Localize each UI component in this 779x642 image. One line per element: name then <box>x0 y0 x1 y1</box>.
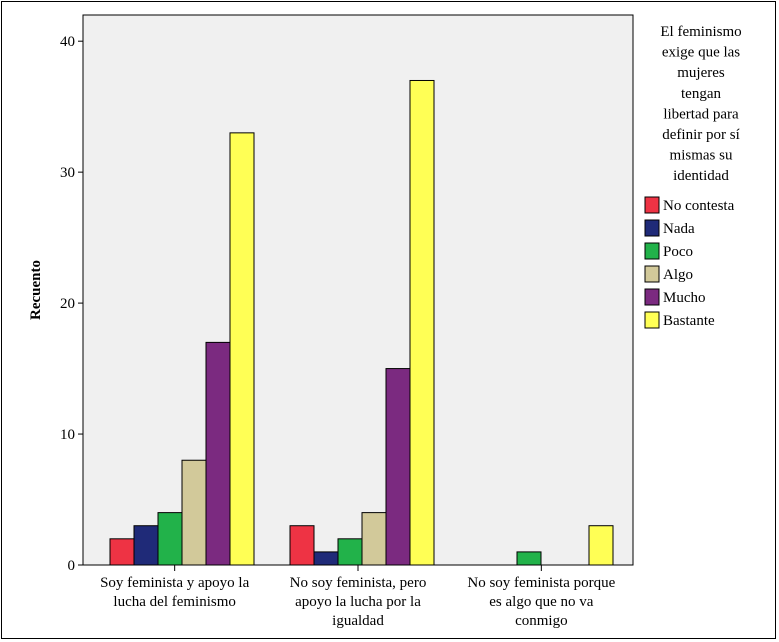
bar-bastante <box>409 79 435 566</box>
y-tick-label: 30 <box>60 165 75 181</box>
legend-swatch <box>644 288 660 306</box>
y-tick-label: 40 <box>60 34 75 50</box>
legend-label: Bastante <box>663 313 715 329</box>
x-tick-label: apoyo la lucha por la <box>295 594 421 610</box>
bar-mucho <box>205 341 231 566</box>
x-tick-label: No soy feminista, pero <box>290 575 427 591</box>
bar-algo <box>181 459 207 566</box>
x-tick-label: No soy feminista porque <box>467 575 615 591</box>
x-tick-label: es algo que no va <box>489 594 593 610</box>
bar-mucho <box>385 368 411 566</box>
legend-title-line: mismas su <box>670 148 733 164</box>
plot-area <box>82 14 634 566</box>
legend-title-line: exige que las <box>662 45 740 61</box>
bar-algo <box>361 512 387 566</box>
bars-group <box>109 79 614 566</box>
legend-swatch <box>644 265 660 283</box>
legend-label: Poco <box>663 244 693 260</box>
bar-poco <box>157 512 183 566</box>
bar-poco <box>337 538 363 566</box>
legend-title-line: mujeres <box>677 65 725 81</box>
x-tick-label: Soy feminista y apoyo la <box>100 575 249 591</box>
legend-swatch <box>644 196 660 214</box>
legend: El feminismo exige que las mujeres tengan li… <box>644 24 742 329</box>
bar-nada <box>313 551 339 566</box>
legend-label: Nada <box>663 221 695 237</box>
legend-label: No contesta <box>663 198 735 214</box>
x-tick-label: conmigo <box>515 613 568 629</box>
legend-swatch <box>644 242 660 260</box>
bar-no-contesta <box>109 538 135 566</box>
bar-bastante <box>229 132 255 566</box>
legend-label: Mucho <box>663 290 706 306</box>
legend-swatch <box>644 219 660 237</box>
bar-no-contesta <box>289 525 315 566</box>
y-ticks-group: 0 10 20 30 40 <box>60 34 83 574</box>
legend-swatch <box>644 311 660 329</box>
x-tick-label: igualdad <box>332 613 384 629</box>
legend-title-line: libertad para <box>663 106 739 122</box>
y-tick-label: 20 <box>60 296 75 312</box>
legend-title-line: definir por sí <box>662 127 739 143</box>
legend-title-line: tengan <box>681 86 721 102</box>
bar-bastante <box>588 525 614 566</box>
x-tick-label: lucha del feminismo <box>113 594 235 610</box>
x-ticks-group: Soy feminista y apoyo la lucha del femini… <box>100 565 616 629</box>
bar-poco <box>516 551 542 566</box>
y-axis-label: Recuento <box>28 260 44 320</box>
y-tick-label: 0 <box>68 558 76 574</box>
legend-label: Algo <box>663 267 693 283</box>
legend-title-line: identidad <box>673 168 729 184</box>
y-tick-label: 10 <box>60 427 75 443</box>
legend-title-line: El feminismo <box>660 24 741 40</box>
bar-nada <box>133 525 159 566</box>
